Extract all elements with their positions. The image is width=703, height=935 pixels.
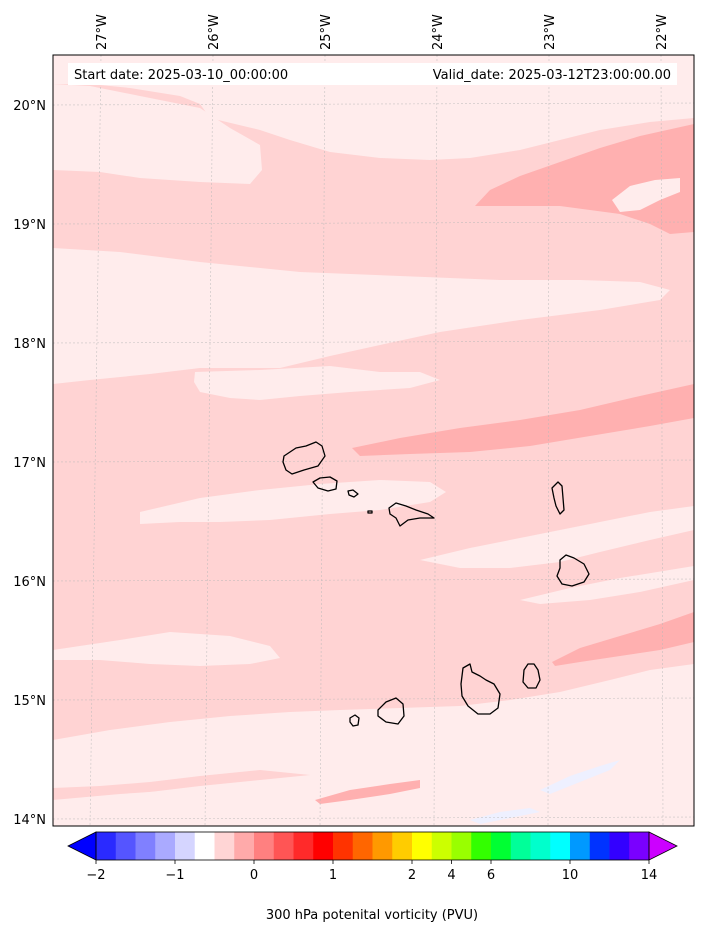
island-maio	[522, 663, 541, 689]
colorbar-tick-label: 4	[447, 868, 455, 883]
colorbar-cell	[333, 832, 354, 860]
lat-tick-label: 18°N	[13, 337, 46, 352]
lon-tick-label: 26°W	[207, 14, 222, 50]
colorbar-cell	[431, 832, 452, 860]
colorbar-cell	[313, 832, 334, 860]
lon-tick-label: 23°W	[543, 14, 558, 50]
island-fogo	[377, 697, 405, 725]
colorbar-tick-label: 2	[408, 868, 416, 883]
island-santa-luzia	[347, 489, 359, 498]
island-boa-vista	[556, 554, 590, 587]
pv-contour-light-band	[53, 84, 262, 184]
lon-tick-label: 25°W	[319, 14, 334, 50]
start-date-label: Start date: 2025-03-10_00:00:00	[74, 68, 288, 83]
lon-tick-label: 24°W	[431, 14, 446, 50]
colorbar-cell	[293, 832, 314, 860]
valid-date-label: Valid_date: 2025-03-12T23:00:00.00	[433, 68, 671, 83]
lat-tick-label: 14°N	[13, 813, 46, 828]
pv-contour-light-band	[53, 664, 694, 826]
longitude-tick-labels: 27°W 26°W 25°W 24°W 23°W 22°W	[95, 14, 670, 50]
colorbar-cell	[629, 832, 650, 860]
pv-contour-blue-tint	[540, 760, 620, 794]
colorbar-tick-label: −2	[86, 868, 105, 883]
colorbar-cell	[155, 832, 176, 860]
colorbar-tick-label: −1	[165, 868, 184, 883]
colorbar-cell	[273, 832, 294, 860]
colorbar-cell	[570, 832, 591, 860]
lat-tick-label: 15°N	[13, 694, 46, 709]
island-raso	[367, 510, 373, 514]
pv-contour-light-band	[53, 632, 280, 666]
colorbar-cell	[352, 832, 373, 860]
pv-contour-light-band	[420, 506, 694, 568]
colorbar-extend-max-arrow	[648, 831, 678, 861]
colorbar-tick-label: 6	[487, 868, 495, 883]
pv-contour-light-band	[53, 782, 360, 820]
island-santo-antao	[282, 441, 326, 475]
pv-contour-blue-tint	[470, 808, 540, 824]
colorbar-cell	[254, 832, 275, 860]
colorbar-cells	[96, 832, 650, 860]
colorbar-cell	[412, 832, 433, 860]
colorbar-cell	[451, 832, 472, 860]
colorbar-label: 300 hPa potenital vorticity (PVU)	[266, 908, 478, 923]
lat-tick-label: 16°N	[13, 575, 46, 590]
colorbar-cell	[550, 832, 571, 860]
latitude-tick-labels: 20°N 19°N 18°N 17°N 16°N 15°N 14°N	[13, 99, 46, 828]
pv-contour-light-band	[612, 178, 680, 212]
colorbar-tick-label: 1	[329, 868, 337, 883]
pv-contour-medium-band	[352, 384, 694, 456]
lat-tick-label: 19°N	[13, 218, 46, 233]
colorbar-cell	[471, 832, 492, 860]
colorbar-cell	[510, 832, 531, 860]
colorbar-tick-label: 14	[641, 868, 658, 883]
colorbar-frame	[95, 831, 650, 861]
colorbar-cell	[530, 832, 551, 860]
colorbar-tick-label: 10	[562, 868, 579, 883]
pv-contour-medium-band	[552, 612, 694, 666]
island-santiago	[460, 663, 501, 715]
map-frame	[52, 54, 695, 827]
island-brava	[349, 714, 360, 727]
pv-contour-medium-band	[315, 780, 420, 804]
map-gridlines	[53, 55, 694, 826]
colorbar-cell	[135, 832, 156, 860]
colorbar-cell	[372, 832, 393, 860]
pv-contour-light-band	[53, 248, 670, 384]
colorbar-tick-label: 0	[250, 868, 258, 883]
island-sao-vicente	[312, 476, 338, 492]
pv-contour-light-band	[194, 366, 440, 400]
colorbar-cell	[392, 832, 413, 860]
map-plot-area	[53, 55, 694, 826]
coastlines	[282, 441, 590, 727]
colorbar: −2 −1 0 1 2 4 6 10 14 300 hPa potenital vorticit…	[67, 831, 678, 923]
colorbar-cell	[234, 832, 255, 860]
colorbar-cell	[214, 832, 235, 860]
island-sao-nicolau	[388, 502, 435, 527]
lat-tick-label: 17°N	[13, 456, 46, 471]
colorbar-cell	[589, 832, 610, 860]
colorbar-cell	[115, 832, 136, 860]
colorbar-cell	[194, 832, 215, 860]
lon-tick-label: 22°W	[655, 14, 670, 50]
colorbar-cell	[491, 832, 512, 860]
lat-tick-label: 20°N	[13, 99, 46, 114]
island-sal	[551, 481, 565, 515]
colorbar-ticks: −2 −1 0 1 2 4 6 10 14	[86, 860, 657, 883]
pv-contour-light-band	[520, 566, 694, 604]
colorbar-extend-min-arrow	[67, 831, 97, 861]
lon-tick-label: 27°W	[95, 14, 110, 50]
colorbar-cell	[609, 832, 630, 860]
pv-contour-light-band	[140, 480, 446, 524]
date-header-box	[68, 63, 677, 85]
colorbar-cell	[175, 832, 196, 860]
colorbar-cell	[96, 832, 117, 860]
